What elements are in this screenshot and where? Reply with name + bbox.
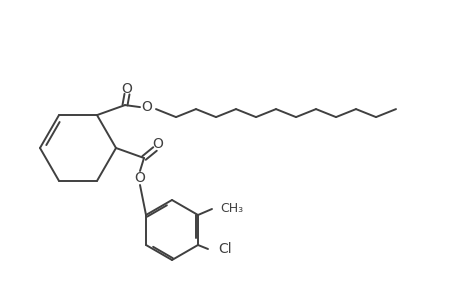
Text: O: O	[134, 171, 145, 185]
Text: O: O	[141, 100, 152, 114]
Text: CH₃: CH₃	[219, 202, 242, 214]
Text: O: O	[152, 137, 163, 151]
Text: Cl: Cl	[218, 242, 231, 256]
Text: O: O	[121, 82, 132, 96]
